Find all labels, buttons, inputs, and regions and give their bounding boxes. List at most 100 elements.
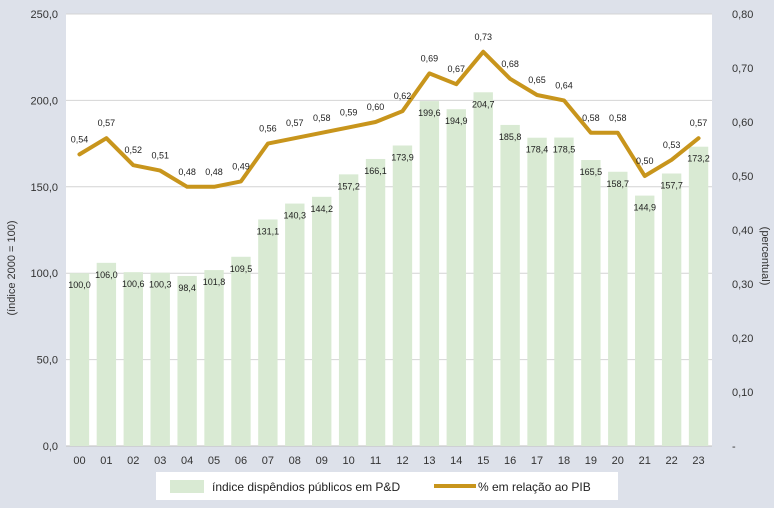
legend: índice dispêndios públicos em P&D % em r… (156, 472, 618, 500)
line-label-03: 0,51 (151, 151, 169, 161)
bar-label-01: 106,0 (95, 270, 118, 280)
bar-02 (123, 272, 143, 446)
bar-label-06: 109,5 (230, 264, 253, 274)
x-tick-14: 14 (450, 455, 462, 467)
left-axis: 0,0 50,0 100,0 150,0 200,0 250,0 (30, 9, 58, 453)
gridlines (66, 13, 712, 447)
x-tick-22: 22 (666, 455, 678, 467)
line-label-17: 0,65 (528, 75, 546, 85)
bar-label-21: 144,9 (633, 203, 656, 213)
bar-01 (96, 262, 117, 446)
x-tick-09: 09 (316, 455, 328, 467)
x-tick-03: 03 (154, 455, 166, 467)
bar-label-04: 98,4 (178, 283, 196, 293)
line-label-20: 0,58 (609, 113, 627, 123)
x-tick-23: 23 (692, 455, 704, 467)
right-axis-title: (percentual) (759, 227, 771, 286)
line-label-09: 0,58 (313, 113, 331, 123)
legend-bar-swatch (170, 480, 204, 493)
bar-22 (661, 173, 682, 447)
left-axis-title: (índice 2000 = 100) (6, 220, 18, 315)
bar-label-group: 100,0 106,0 100,6 100,3 98,4 101,8 109,5 131,1 1… (68, 99, 710, 293)
left-tick-3: 150,0 (30, 182, 58, 194)
x-tick-16: 16 (504, 455, 516, 467)
right-tick-8: 0,80 (732, 9, 753, 21)
x-tick-00: 00 (73, 455, 85, 467)
bar-label-16: 185,8 (499, 132, 522, 142)
line-label-04: 0,48 (178, 167, 196, 177)
right-tick-6: 0,60 (732, 117, 753, 129)
bar-06 (231, 256, 251, 446)
left-tick-5: 250,0 (30, 9, 58, 21)
x-tick-13: 13 (423, 455, 435, 467)
bar-label-17: 178,4 (526, 145, 549, 155)
x-tick-15: 15 (477, 455, 489, 467)
bar-label-07: 131,1 (257, 226, 280, 236)
bar-05 (204, 270, 224, 446)
left-tick-0: 0,0 (43, 441, 58, 453)
right-tick-1: 0,10 (732, 387, 753, 399)
x-tick-10: 10 (343, 455, 355, 467)
x-axis: 00 01 02 03 04 05 06 07 08 09 10 11 12 13 14 15 16 17 18 19… (73, 455, 704, 467)
right-axis: - 0,10 0,20 0,30 0,40 0,50 0,60 0,70 0,80 (732, 9, 753, 453)
x-tick-21: 21 (639, 455, 651, 467)
line-label-19: 0,58 (582, 113, 600, 123)
bar-00 (69, 273, 90, 446)
bar-label-08: 140,3 (284, 211, 307, 221)
left-tick-2: 100,0 (30, 268, 58, 280)
bar-09 (312, 196, 332, 446)
left-tick-1: 50,0 (37, 355, 58, 367)
bar-label-20: 158,7 (607, 179, 630, 189)
line-label-group: 0,54 0,57 0,52 0,51 0,48 0,48 0,49 0,56 0,57 0,58… (71, 32, 708, 177)
bar-23 (688, 146, 709, 447)
bar-04 (177, 275, 197, 446)
bar-label-15: 204,7 (472, 99, 495, 109)
line-label-06: 0,49 (232, 161, 250, 171)
right-tick-3: 0,30 (732, 279, 753, 291)
bar-label-02: 100,6 (122, 279, 145, 289)
x-tick-06: 06 (235, 455, 247, 467)
right-tick-0: - (732, 441, 736, 453)
line-label-18: 0,64 (555, 80, 573, 90)
bar-10 (338, 174, 359, 446)
line-label-16: 0,68 (501, 59, 519, 69)
line-label-07: 0,56 (259, 124, 277, 134)
x-tick-08: 08 (289, 455, 301, 467)
line-label-08: 0,57 (286, 118, 304, 128)
bar-19 (581, 160, 601, 447)
bar-13 (419, 101, 440, 447)
x-tick-07: 07 (262, 455, 274, 467)
x-tick-18: 18 (558, 455, 570, 467)
line-label-14: 0,67 (448, 64, 466, 74)
bar-17 (527, 137, 547, 446)
line-label-23: 0,57 (690, 118, 708, 128)
x-tick-17: 17 (531, 455, 543, 467)
bar-21 (635, 195, 655, 446)
bar-03 (150, 272, 170, 446)
pib-line (77, 49, 701, 189)
line-label-02: 0,52 (125, 145, 143, 155)
bar-12 (392, 145, 413, 446)
bar-label-03: 100,3 (149, 280, 172, 290)
line-label-22: 0,53 (663, 140, 681, 150)
bar-label-22: 157,7 (660, 180, 683, 190)
bar-20 (608, 171, 628, 446)
line-label-00: 0,54 (71, 134, 89, 144)
bar-label-23: 173,2 (687, 154, 710, 164)
line-label-11: 0,60 (367, 102, 385, 112)
line-label-10: 0,59 (340, 107, 358, 117)
bar-label-00: 100,0 (68, 280, 91, 290)
plot-area (66, 14, 712, 446)
right-tick-2: 0,20 (732, 333, 753, 345)
x-tick-19: 19 (585, 455, 597, 467)
line-label-15: 0,73 (474, 32, 492, 42)
x-tick-02: 02 (127, 455, 139, 467)
bar-label-14: 194,9 (445, 116, 468, 126)
bar-label-10: 157,2 (337, 181, 360, 191)
bar-label-12: 173,9 (391, 153, 414, 163)
bar-08 (285, 203, 305, 446)
bar-label-19: 165,5 (580, 167, 603, 177)
line-series (77, 49, 701, 189)
